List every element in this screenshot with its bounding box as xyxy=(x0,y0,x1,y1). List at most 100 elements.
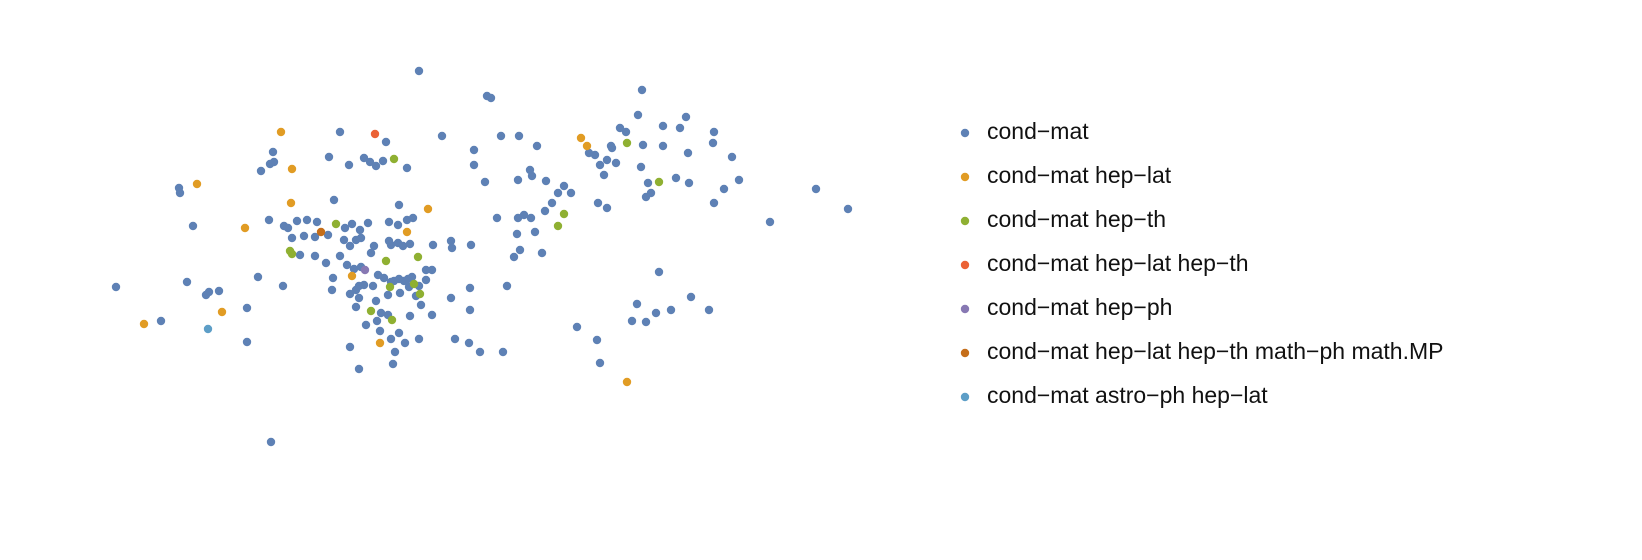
point xyxy=(602,203,612,213)
point xyxy=(345,289,355,299)
point xyxy=(584,148,594,158)
point xyxy=(414,66,424,76)
point xyxy=(242,303,252,313)
point xyxy=(464,338,474,348)
legend-marker xyxy=(960,392,970,402)
point xyxy=(515,245,525,255)
point xyxy=(369,241,379,251)
point xyxy=(654,267,664,277)
point xyxy=(366,248,376,258)
point xyxy=(287,249,297,259)
point xyxy=(370,129,380,139)
point xyxy=(514,131,524,141)
point xyxy=(375,338,385,348)
point xyxy=(480,177,490,187)
point xyxy=(192,179,202,189)
legend-label: cond−mat hep−th xyxy=(987,206,1166,232)
point xyxy=(390,347,400,357)
point xyxy=(347,271,357,281)
point xyxy=(447,243,457,253)
point xyxy=(611,158,621,168)
point xyxy=(559,181,569,191)
point xyxy=(310,232,320,242)
point xyxy=(339,235,349,245)
point xyxy=(299,231,309,241)
point xyxy=(287,233,297,243)
point xyxy=(428,240,438,250)
point xyxy=(253,272,263,282)
point xyxy=(416,300,426,310)
point xyxy=(675,123,685,133)
point xyxy=(423,204,433,214)
legend-label: cond−mat hep−lat hep−th xyxy=(987,250,1249,276)
point xyxy=(683,148,693,158)
point xyxy=(312,217,322,227)
point xyxy=(347,219,357,229)
point xyxy=(638,140,648,150)
point xyxy=(349,264,359,274)
point xyxy=(394,328,404,338)
point xyxy=(354,364,364,374)
point xyxy=(286,198,296,208)
point xyxy=(615,123,625,133)
point xyxy=(595,160,605,170)
point xyxy=(204,287,214,297)
point xyxy=(405,311,415,321)
legend-marker xyxy=(960,304,970,314)
point xyxy=(385,282,395,292)
point xyxy=(466,240,476,250)
point xyxy=(360,265,370,275)
point xyxy=(292,216,302,226)
point xyxy=(465,283,475,293)
point xyxy=(383,290,393,300)
point xyxy=(526,213,536,223)
point xyxy=(469,145,479,155)
point xyxy=(607,143,617,153)
point xyxy=(265,159,275,169)
point xyxy=(765,217,775,227)
point xyxy=(335,251,345,261)
point xyxy=(355,225,365,235)
point xyxy=(559,209,569,219)
point xyxy=(475,347,485,357)
point xyxy=(709,127,719,137)
point xyxy=(375,326,385,336)
point xyxy=(359,153,369,163)
point xyxy=(388,359,398,369)
point xyxy=(492,213,502,223)
point xyxy=(188,221,198,231)
point xyxy=(331,219,341,229)
point xyxy=(709,198,719,208)
point xyxy=(329,195,339,205)
point xyxy=(389,154,399,164)
point xyxy=(686,292,696,302)
point xyxy=(465,305,475,315)
point xyxy=(671,173,681,183)
point xyxy=(547,198,557,208)
point xyxy=(633,110,643,120)
point xyxy=(407,272,417,282)
point xyxy=(381,256,391,266)
point xyxy=(519,210,529,220)
point xyxy=(719,184,729,194)
point xyxy=(376,308,386,318)
point xyxy=(351,302,361,312)
point xyxy=(502,281,512,291)
point xyxy=(415,289,425,299)
point xyxy=(340,223,350,233)
point xyxy=(654,177,664,187)
point xyxy=(469,160,479,170)
point xyxy=(622,138,632,148)
point xyxy=(450,334,460,344)
point xyxy=(324,152,334,162)
point xyxy=(708,138,718,148)
point xyxy=(323,230,333,240)
point xyxy=(356,233,366,243)
point xyxy=(394,200,404,210)
point xyxy=(379,273,389,283)
point xyxy=(111,282,121,292)
point xyxy=(182,277,192,287)
point xyxy=(553,188,563,198)
point xyxy=(408,213,418,223)
point xyxy=(446,293,456,303)
